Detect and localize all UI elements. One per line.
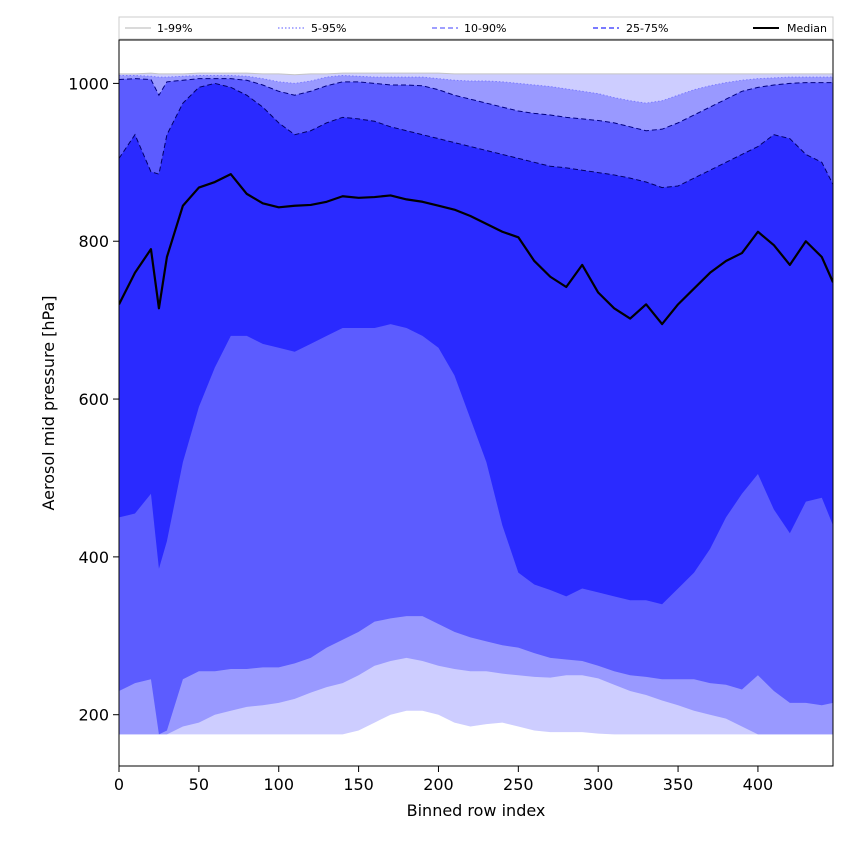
median-line (119, 173, 833, 326)
x-tick-label: 150 (343, 775, 374, 794)
plot-frame (118, 39, 834, 767)
x-tick-label: 100 (263, 775, 294, 794)
x-tick-label: 250 (503, 775, 534, 794)
x-tick-label: 300 (583, 775, 614, 794)
legend-label: 25-75% (626, 22, 668, 35)
band-1-99-upper-line (119, 72, 833, 76)
legend-label: 1-99% (157, 22, 192, 35)
y-tick-label: 800 (78, 232, 109, 251)
x-tick-label: 200 (423, 775, 454, 794)
x-axis-label: Binned row index (407, 801, 546, 820)
legend: 1-99% 5-95% 10-90% 25-75% Median (118, 16, 834, 40)
x-tick-label: 350 (663, 775, 694, 794)
plot-area (119, 72, 833, 735)
legend-label: 10-90% (464, 22, 506, 35)
axes: 0 50 100 150 200 250 300 350 400 200 400 600 800 1000 (68, 39, 834, 794)
band-5-95-upper-line (119, 75, 833, 104)
legend-label: 5-95% (311, 22, 346, 35)
y-axis-label: Aerosol mid pressure [hPa] (39, 295, 58, 510)
band-25-75-upper-line (119, 82, 833, 189)
x-tick-label: 50 (189, 775, 209, 794)
y-tick-label: 400 (78, 548, 109, 567)
x-tick-label: 400 (743, 775, 774, 794)
band-10-90-upper-line (119, 78, 833, 132)
band-25-75-area (119, 83, 833, 605)
x-tick-label: 0 (114, 775, 124, 794)
y-tick-label: 1000 (68, 74, 109, 93)
y-tick-label: 600 (78, 390, 109, 409)
legend-label: Median (787, 22, 827, 35)
y-tick-label: 200 (78, 706, 109, 725)
legend-box (118, 16, 834, 40)
